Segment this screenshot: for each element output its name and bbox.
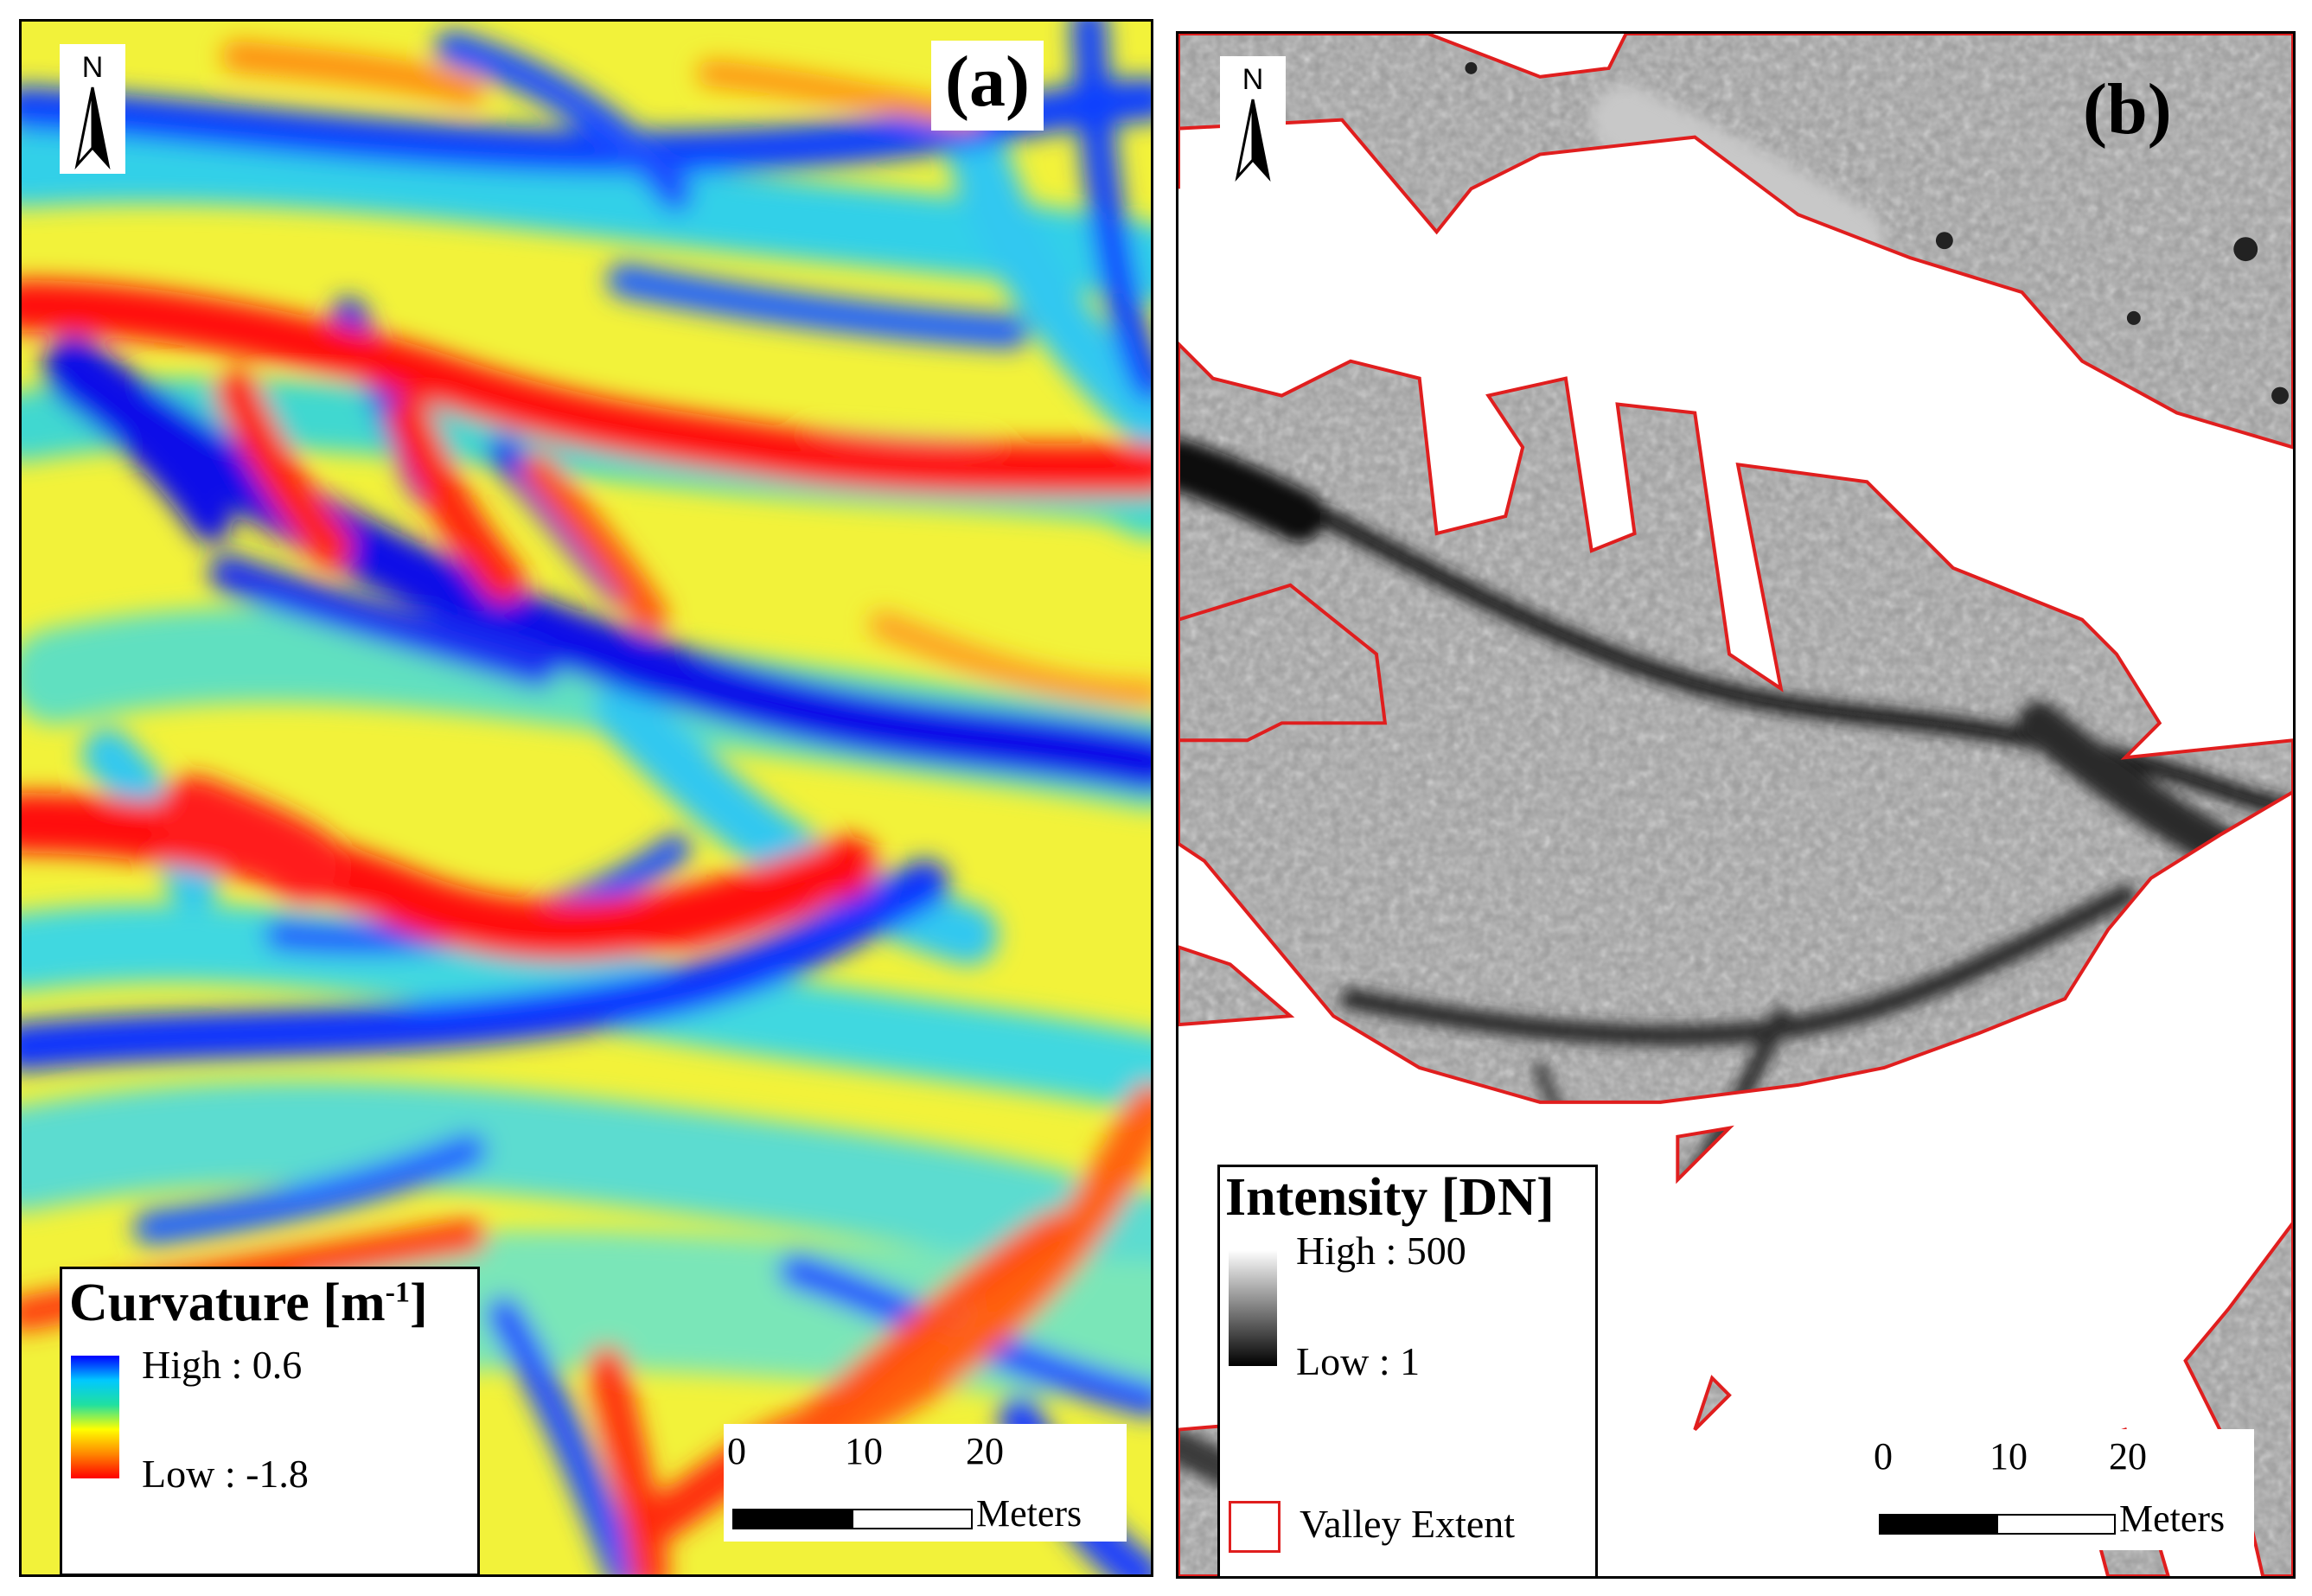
intensity-color-ramp bbox=[1229, 1250, 1277, 1366]
scale-bar-segment-white bbox=[852, 1509, 973, 1529]
scale-bar-segment-black bbox=[732, 1509, 853, 1529]
scale-bar: 0 10 20 Meters bbox=[1870, 1429, 2254, 1550]
panel-label-a: (a) bbox=[931, 41, 1044, 131]
intensity-map-panel: N (b) Intensity [DN] High : 500 Low : 1 … bbox=[1176, 31, 2296, 1579]
svg-text:N: N bbox=[82, 51, 104, 84]
scale-bar: 0 10 20 Meters bbox=[724, 1424, 1127, 1542]
legend-title: Curvature [m-1] bbox=[69, 1274, 428, 1332]
legend-title: Intensity [DN] bbox=[1225, 1168, 1555, 1227]
curvature-color-ramp bbox=[71, 1356, 119, 1478]
panel-label-b: (b) bbox=[2083, 69, 2172, 150]
scale-bar-segment-black bbox=[1879, 1514, 1998, 1535]
scale-tick-20: 20 bbox=[2109, 1435, 2147, 1478]
legend-low-label: Low : -1.8 bbox=[142, 1452, 309, 1496]
scale-tick-20: 20 bbox=[966, 1430, 1004, 1472]
scale-tick-10: 10 bbox=[1989, 1435, 2028, 1478]
north-arrow: N bbox=[60, 44, 125, 174]
legend-high-label: High : 500 bbox=[1296, 1229, 1466, 1273]
scale-bar-segment-white bbox=[1996, 1514, 2116, 1535]
legend-low-label: Low : 1 bbox=[1296, 1339, 1421, 1383]
north-arrow-icon: N bbox=[1235, 63, 1271, 182]
curvature-legend: Curvature [m-1] High : 0.6 Low : -1.8 bbox=[60, 1267, 480, 1574]
scale-unit: Meters bbox=[2119, 1497, 2226, 1540]
curvature-map-panel: N (a) Curvature [m-1] High : 0.6 Low : -… bbox=[19, 19, 1153, 1577]
svg-text:N: N bbox=[1242, 63, 1264, 96]
valley-extent-label: Valley Extent bbox=[1300, 1502, 1516, 1546]
scale-tick-10: 10 bbox=[845, 1430, 883, 1472]
valley-extent-swatch bbox=[1229, 1501, 1281, 1553]
intensity-legend: Intensity [DN] High : 500 Low : 1 Valley… bbox=[1217, 1165, 1598, 1576]
scale-tick-0: 0 bbox=[727, 1430, 746, 1472]
scale-unit: Meters bbox=[976, 1492, 1083, 1535]
north-arrow: N bbox=[1220, 56, 1286, 186]
legend-high-label: High : 0.6 bbox=[142, 1343, 303, 1387]
scale-tick-0: 0 bbox=[1874, 1435, 1893, 1478]
north-arrow-icon: N bbox=[74, 51, 111, 170]
